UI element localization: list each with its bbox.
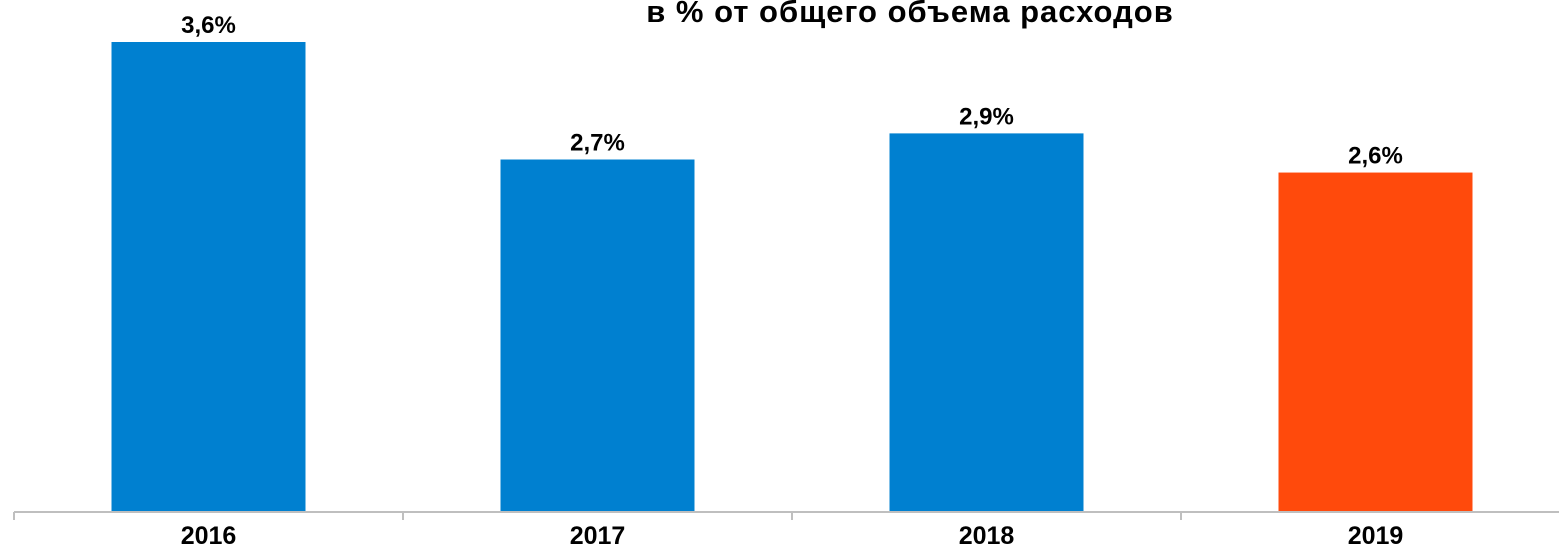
data-labels-group: 3,6% 2,7% 2,9% 2,6% <box>181 12 1403 170</box>
x-axis-tick-labels-group: 2016 2017 2018 2019 <box>181 522 1404 546</box>
x-axis-ticks-group <box>13 512 1182 520</box>
x-tick-label-2018: 2018 <box>959 522 1015 546</box>
x-tick-label-2019: 2019 <box>1348 522 1404 546</box>
x-tick-label-2017: 2017 <box>570 522 626 546</box>
bar-2018 <box>889 133 1084 512</box>
bar-2019 <box>1278 172 1473 513</box>
bars-group <box>111 42 1473 513</box>
data-label-2016: 3,6% <box>181 12 236 39</box>
bar-2017 <box>500 159 695 512</box>
data-label-2018: 2,9% <box>959 103 1014 130</box>
data-label-2019: 2,6% <box>1348 143 1403 170</box>
data-label-2017: 2,7% <box>570 130 625 157</box>
chart-title: в % от общего объема расходов <box>646 0 1174 29</box>
bar-2016 <box>111 42 306 512</box>
x-tick-label-2016: 2016 <box>181 522 237 546</box>
